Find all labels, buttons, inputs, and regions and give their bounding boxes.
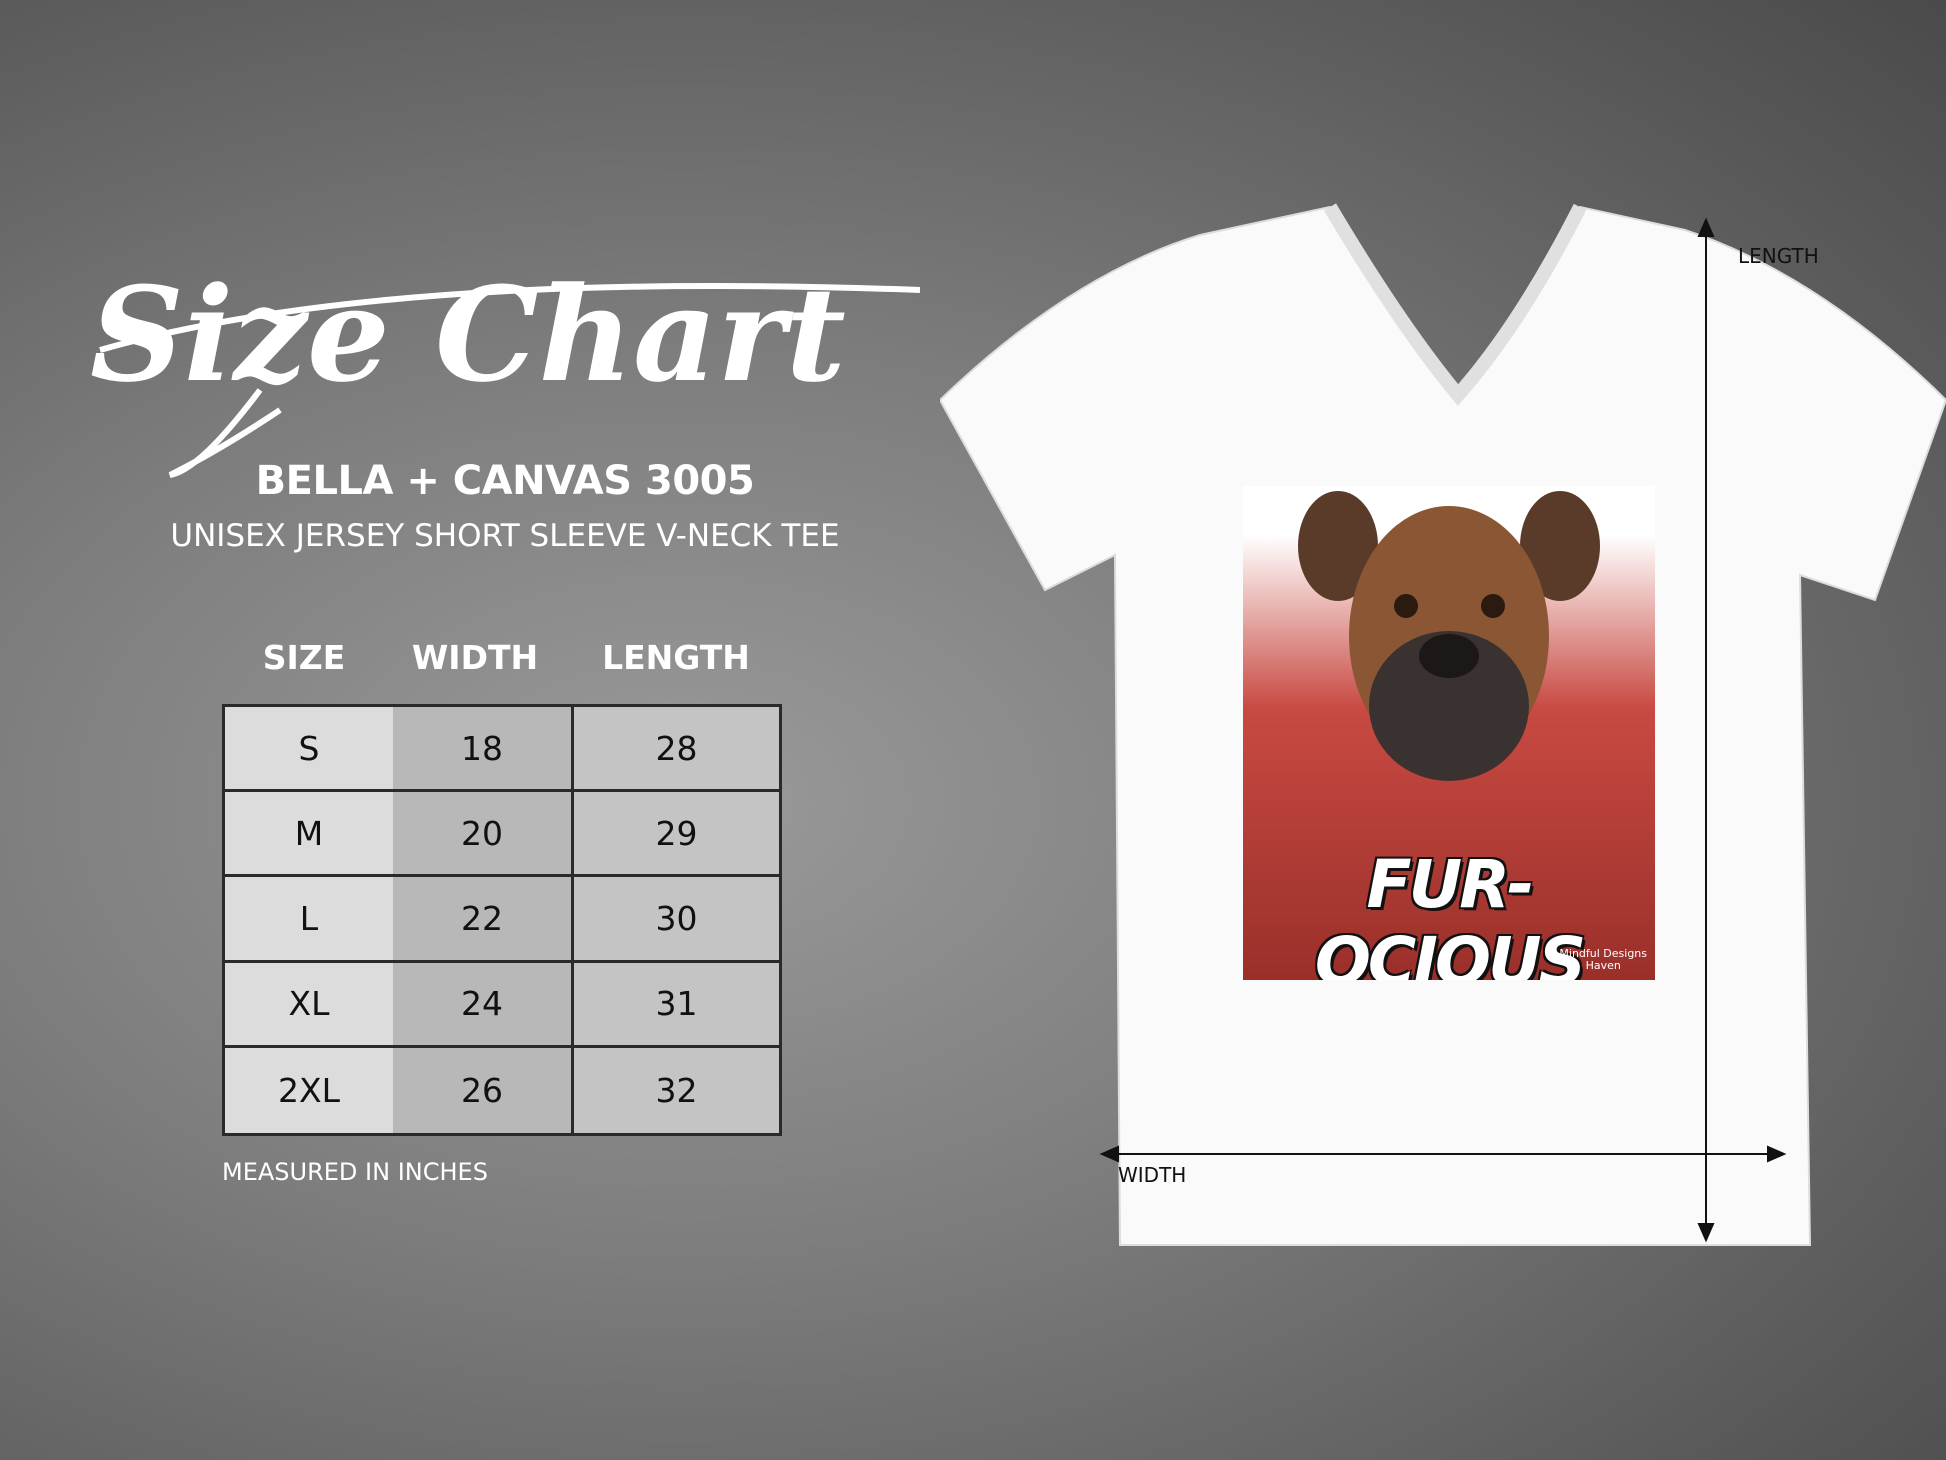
product-brand: BELLA + CANVAS 3005: [255, 458, 755, 504]
length-cell: 32: [574, 1047, 779, 1133]
brand-watermark: Mindful Designs Haven: [1559, 947, 1647, 972]
size-cell: L: [225, 877, 393, 963]
design-slogan: FUR-OCIOUS: [1314, 846, 1586, 980]
width-cell: 18: [393, 707, 574, 793]
product-subtitle: UNISEX JERSEY SHORT SLEEVE V-NECK TEE: [170, 518, 840, 554]
size-cell: XL: [225, 962, 393, 1048]
length-cell: 29: [574, 792, 779, 878]
length-cell: 30: [574, 877, 779, 963]
width-cell: 24: [393, 962, 574, 1048]
size-cell: 2XL: [225, 1047, 393, 1133]
length-cell: 28: [574, 707, 779, 793]
size-table: S 18 28 M 20 29 L 22 30 XL 24 31 2XL 26 32: [222, 704, 782, 1136]
size-cell: S: [225, 707, 393, 793]
column-header-width: WIDTH: [411, 638, 539, 677]
size-cell: M: [225, 792, 393, 878]
width-cell: 20: [393, 792, 574, 878]
length-label: LENGTH: [1738, 244, 1819, 268]
measurement-note: MEASURED IN INCHES: [222, 1158, 488, 1186]
width-label: WIDTH: [1118, 1163, 1187, 1187]
column-header-length: LENGTH: [602, 638, 750, 677]
boxer-dog-illustration: [1298, 491, 1600, 781]
length-cell: 31: [574, 962, 779, 1048]
width-cell: 22: [393, 877, 574, 963]
width-cell: 26: [393, 1047, 574, 1133]
size-chart-title: Size Chart: [80, 250, 940, 490]
shirt-design: FUR-OCIOUS Mindful Designs Haven: [1243, 486, 1655, 980]
column-header-size: SIZE: [262, 638, 346, 677]
